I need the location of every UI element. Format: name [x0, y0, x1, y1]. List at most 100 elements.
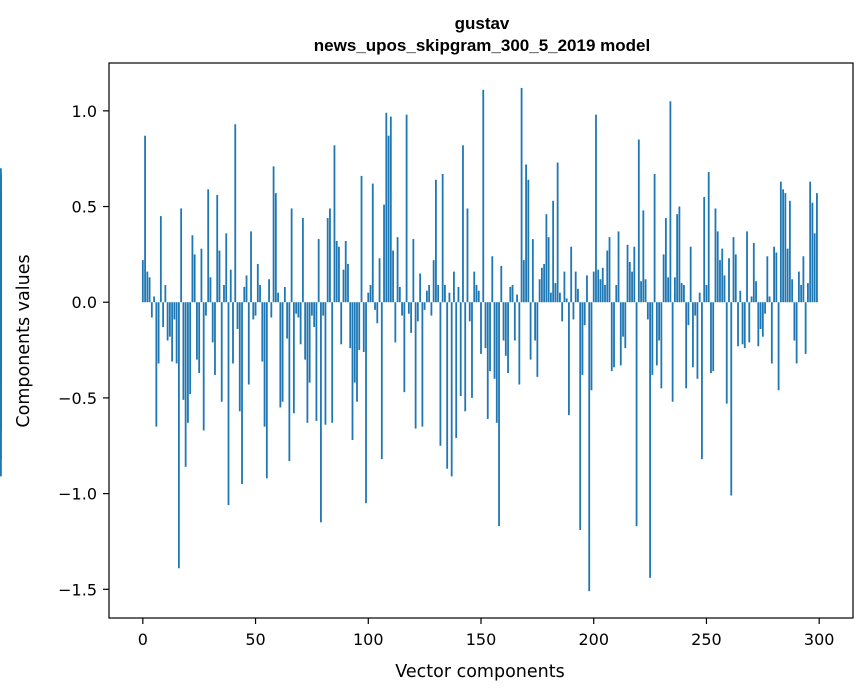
bar [263, 302, 266, 427]
bar [295, 302, 298, 314]
bar [770, 302, 773, 364]
bar [356, 302, 358, 402]
bar [416, 302, 419, 322]
bar [628, 262, 631, 303]
bar [788, 200, 791, 303]
bar [664, 218, 667, 303]
bar [243, 286, 246, 303]
bar [324, 302, 327, 425]
bar [764, 302, 766, 314]
bar [155, 302, 158, 427]
bar [182, 302, 185, 400]
bar [245, 275, 248, 303]
bar [234, 124, 237, 303]
bar [430, 302, 433, 316]
bar [238, 302, 241, 412]
bar [371, 183, 374, 303]
bar [504, 302, 507, 356]
bar [175, 302, 178, 364]
bar [714, 208, 717, 303]
bar [383, 204, 385, 303]
bar [786, 248, 789, 303]
bar [410, 302, 413, 333]
bar [401, 302, 403, 316]
bar [748, 302, 751, 343]
bar [716, 231, 719, 303]
bar [227, 302, 230, 506]
bar [556, 162, 559, 303]
bar [441, 174, 444, 303]
bar [344, 240, 347, 303]
bar [198, 302, 201, 374]
bar [653, 174, 656, 303]
bar [414, 302, 417, 429]
bar [322, 302, 325, 316]
bar [649, 302, 651, 578]
bar [586, 275, 588, 303]
bar [290, 208, 293, 303]
bar [737, 302, 739, 347]
bar [509, 286, 512, 303]
bar [777, 302, 780, 391]
bar [595, 114, 597, 303]
bar [394, 302, 397, 343]
bar [646, 302, 649, 320]
bar [453, 271, 455, 303]
bar [491, 256, 494, 303]
bar [545, 214, 548, 303]
bar [734, 254, 737, 303]
bar [177, 302, 180, 569]
x-tick-label: 0 [138, 630, 148, 649]
bar [349, 302, 352, 349]
bar [590, 302, 593, 391]
bar [752, 242, 755, 303]
bar [640, 281, 642, 303]
bar [214, 302, 216, 375]
bar [678, 206, 681, 303]
bar [184, 302, 187, 467]
bar [376, 302, 379, 324]
bar [703, 196, 706, 303]
bar [489, 302, 491, 372]
bar [676, 214, 679, 303]
bar [150, 302, 153, 318]
bar [791, 279, 794, 303]
bar [205, 302, 207, 316]
bar [538, 279, 541, 303]
bar [707, 172, 710, 303]
bar [333, 145, 336, 303]
bar [592, 271, 595, 303]
bar [207, 189, 210, 303]
bar [705, 285, 708, 303]
bar [804, 302, 807, 354]
bar [423, 302, 426, 310]
bar [572, 302, 575, 320]
bar [153, 296, 155, 303]
bar [757, 302, 760, 347]
bar [482, 89, 485, 303]
bar [617, 231, 620, 303]
bar [811, 202, 814, 303]
y-axis-label: Components values [14, 254, 34, 427]
bar [193, 254, 196, 303]
x-tick-label: 150 [466, 630, 497, 649]
y-tick-label: −1.0 [58, 485, 97, 504]
bar [270, 302, 273, 318]
bar [211, 302, 214, 343]
bar [610, 302, 613, 372]
bar [495, 302, 498, 423]
bar [313, 302, 316, 328]
bar [782, 189, 785, 303]
bar [274, 193, 277, 303]
bar [520, 87, 523, 303]
bar [148, 277, 151, 303]
bar [292, 302, 295, 414]
bar [378, 258, 381, 303]
y-tick-label: 0.0 [72, 293, 97, 312]
x-axis-ticks: 0 50 100 150 200 250 300 [138, 618, 834, 649]
bar [755, 281, 757, 303]
bar [306, 302, 309, 423]
x-tick-label: 250 [691, 630, 722, 649]
bar [746, 231, 748, 303]
bar [168, 302, 171, 337]
